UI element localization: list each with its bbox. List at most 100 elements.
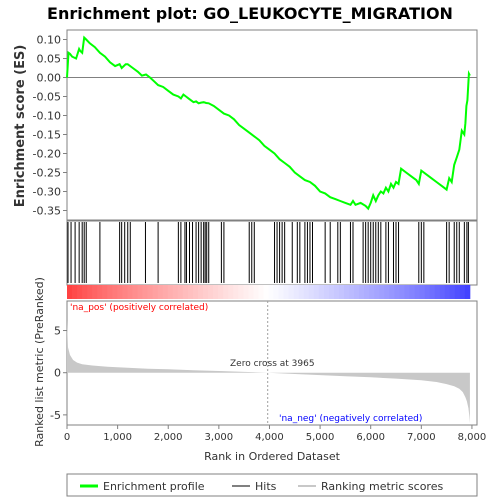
heatmap-cell: [187, 285, 194, 299]
legend: Enrichment profile Hits Ranking metric s…: [66, 473, 478, 497]
heatmap-cell: [313, 285, 320, 299]
heatmap-cell: [303, 285, 310, 299]
heatmap-cell: [177, 285, 184, 299]
heatmap-cell: [147, 285, 154, 299]
neg-label: 'na_neg' (negatively correlated): [279, 414, 422, 424]
heatmap-cell: [238, 285, 244, 299]
heatmap-cell: [384, 285, 390, 299]
x-tick-label: 0: [64, 432, 70, 443]
heatmap-cell: [369, 285, 375, 299]
heatmap-cell: [102, 285, 108, 299]
heatmap-cell: [374, 285, 380, 299]
heatmap-cell: [278, 285, 284, 299]
legend-frame: [66, 473, 478, 497]
heatmap-cell: [87, 285, 93, 299]
heatmap-cell: [182, 285, 189, 299]
ranked-panel: 50-5 0 1,000 2,000 3,000 4,000 5,000 6,000 7,00…: [33, 277, 486, 463]
heatmap-cell: [333, 285, 340, 299]
heatmap-cell: [152, 285, 159, 299]
heatmap-cell: [77, 285, 83, 299]
es-y-tick-label: -0.10: [33, 110, 61, 123]
heatmap-cell: [464, 285, 471, 299]
heatmap-cell: [298, 285, 305, 299]
heatmap-cell: [434, 285, 441, 299]
heatmap-cell: [202, 285, 209, 299]
heatmap-cell: [419, 285, 425, 299]
heatmap-cell: [439, 285, 446, 299]
heatmap-cell: [213, 285, 219, 299]
heatmap-cell: [323, 285, 330, 299]
x-tick-label: 4,000: [255, 432, 284, 443]
es-y-tick-label: -0.35: [33, 205, 61, 218]
legend-label-profile: Enrichment profile: [103, 480, 205, 493]
ranked-panel-frame: [66, 300, 478, 426]
heatmap-cell: [233, 285, 239, 299]
es-y-tick-label: 0.05: [37, 53, 62, 66]
heatmap-cell: [449, 285, 456, 299]
heatmap-cell: [258, 285, 264, 299]
x-tick-label: 2,000: [154, 432, 183, 443]
heatmap-cell: [359, 285, 365, 299]
heatmap-cell: [354, 285, 360, 299]
heatmap-cell: [263, 285, 269, 299]
heatmap-cell: [394, 285, 400, 299]
heatmap-cell: [349, 285, 355, 299]
x-tick-label: 7,000: [407, 432, 436, 443]
es-y-tick-label: -0.15: [33, 129, 61, 142]
zero-cross-label: Zero cross at 3965: [230, 359, 315, 369]
heatmap-cell: [344, 285, 350, 299]
chart-title: Enrichment plot: GO_LEUKOCYTE_MIGRATION: [47, 4, 453, 23]
ranked-y-axis-label: Ranked list metric (PreRanked): [33, 277, 46, 447]
heatmap-cell: [172, 285, 179, 299]
x-tick-label: 8,000: [458, 432, 487, 443]
x-tick-label: 1,000: [103, 432, 132, 443]
heatmap-cell: [122, 285, 128, 299]
pos-label: 'na_pos' (positively correlated): [70, 303, 208, 313]
ranked-y-tick-label: 0: [54, 367, 61, 380]
x-tick-label: 3,000: [205, 432, 234, 443]
enrichment-profile-line: [66, 35, 471, 211]
x-tick-label: 5,000: [306, 432, 335, 443]
heatmap-cell: [218, 285, 224, 299]
x-tick-label: 6,000: [356, 432, 385, 443]
heatmap-cell: [197, 285, 204, 299]
heatmap-cell: [228, 285, 234, 299]
heatmap-cell: [364, 285, 370, 299]
es-y-axis-label: Enrichment score (ES): [13, 45, 28, 208]
es-y-tick-label: -0.05: [33, 91, 61, 104]
legend-label-hits: Hits: [255, 480, 277, 493]
heatmap-cell: [162, 285, 169, 299]
heatmap-cell: [268, 285, 274, 299]
heatmap-cell: [459, 285, 466, 299]
heatmap-cell: [379, 285, 385, 299]
heatmap-cell: [389, 285, 395, 299]
heatmap-cell: [414, 285, 420, 299]
heatmap-cell: [399, 285, 405, 299]
heatmap-cell: [248, 285, 254, 299]
heatmap-cell: [92, 285, 98, 299]
heatmap-cell: [338, 285, 345, 299]
heatmap-cell: [72, 285, 78, 299]
heatmap-cell: [409, 285, 415, 299]
heatmap-cell: [288, 285, 295, 299]
x-axis-label: Rank in Ordered Dataset: [204, 450, 341, 463]
es-panel: 0.10 0.05 0.00 -0.05 -0.10 -0.15 -0.20 -0.25 -0.…: [13, 29, 478, 221]
heatmap-cell: [328, 285, 335, 299]
heatmap-cell: [132, 285, 138, 299]
heatmap-cell: [283, 285, 290, 299]
ranked-y-tick-label: 5: [54, 325, 61, 338]
heatmap-cell: [192, 285, 199, 299]
es-y-tick-label: -0.20: [33, 148, 61, 161]
heatmap-cell: [293, 285, 300, 299]
heatmap-cell: [243, 285, 249, 299]
heatmap-cell: [253, 285, 259, 299]
heatmap-cell: [208, 285, 214, 299]
heatmap-cell: [157, 285, 164, 299]
heatmap-cell: [97, 285, 103, 299]
heatmap-cell: [67, 285, 73, 299]
heatmap-cell: [404, 285, 410, 299]
heatmap-cell: [107, 285, 113, 299]
heatmap-cell: [167, 285, 174, 299]
es-panel-frame: [66, 29, 478, 221]
